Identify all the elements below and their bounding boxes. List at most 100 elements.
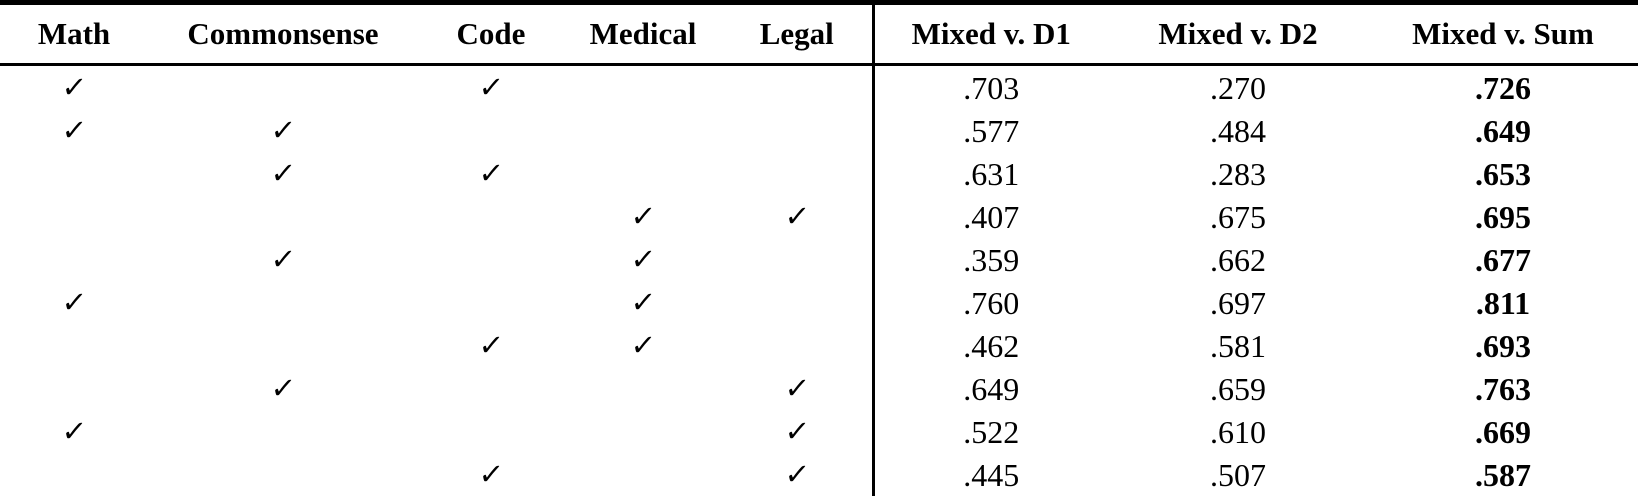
col-header-code: Code bbox=[418, 2, 564, 66]
value-cell-mixed-v-sum: .677 bbox=[1475, 241, 1531, 278]
value-cell-mixed-v-sum: .669 bbox=[1475, 413, 1531, 450]
check-cell-legal bbox=[722, 238, 875, 281]
checkmark-icon: ✓ bbox=[60, 284, 88, 319]
check-cell-medical: ✓ bbox=[564, 195, 722, 238]
check-cell-math bbox=[0, 238, 148, 281]
check-cell-medical bbox=[564, 410, 722, 453]
check-cell-commonsense bbox=[148, 453, 418, 496]
check-cell-code bbox=[418, 238, 564, 281]
table-row: ✓ ✓ .760 .697 .811 bbox=[0, 281, 1638, 324]
table-row: ✓ ✓ .359 .662 .677 bbox=[0, 238, 1638, 281]
value-cell-mixed-v-sum: .811 bbox=[1475, 284, 1531, 321]
check-cell-legal bbox=[722, 281, 875, 324]
checkmark-icon: ✓ bbox=[60, 112, 88, 147]
check-cell-legal bbox=[722, 64, 875, 109]
table-row: ✓ ✓ .445 .507 .587 bbox=[0, 453, 1638, 496]
checkmark-icon: ✓ bbox=[782, 370, 811, 405]
checkmark-icon: ✓ bbox=[629, 327, 657, 362]
check-cell-math bbox=[0, 195, 148, 238]
check-cell-math: ✓ bbox=[0, 410, 148, 453]
value-cell-mixed-v-d1: .703 bbox=[963, 69, 1020, 106]
checkmark-icon: ✓ bbox=[477, 327, 505, 362]
value-cell-mixed-v-d2: .697 bbox=[1210, 284, 1266, 321]
check-cell-code bbox=[418, 410, 564, 453]
col-header-legal: Legal bbox=[722, 2, 875, 66]
checkmark-icon: ✓ bbox=[477, 69, 505, 104]
table-row: ✓ ✓ .703 .270 .726 bbox=[0, 64, 1638, 110]
value-cell-mixed-v-d1: .462 bbox=[963, 327, 1020, 364]
check-cell-commonsense: ✓ bbox=[148, 367, 418, 410]
check-cell-code: ✓ bbox=[418, 152, 564, 195]
value-cell-mixed-v-sum: .763 bbox=[1475, 370, 1531, 407]
value-cell-mixed-v-sum: .693 bbox=[1475, 327, 1531, 364]
check-cell-medical bbox=[564, 109, 722, 152]
check-cell-code bbox=[418, 367, 564, 410]
value-cell-mixed-v-d1: .522 bbox=[963, 413, 1020, 450]
value-cell-mixed-v-sum: .695 bbox=[1475, 198, 1531, 235]
table-row: ✓ ✓ .462 .581 .693 bbox=[0, 324, 1638, 367]
value-cell-mixed-v-d2: .283 bbox=[1210, 155, 1266, 192]
checkmark-icon: ✓ bbox=[477, 155, 505, 190]
checkmark-icon: ✓ bbox=[782, 413, 811, 448]
header-row: Math Commonsense Code Medical Legal Mixed v. … bbox=[0, 2, 1638, 66]
value-cell-mixed-v-d2: .662 bbox=[1210, 241, 1266, 278]
check-cell-code: ✓ bbox=[418, 65, 564, 110]
checkmark-icon: ✓ bbox=[269, 155, 297, 190]
checkmark-icon: ✓ bbox=[629, 241, 657, 276]
col-header-mixed-v-d1: Mixed v. D1 bbox=[873, 2, 1108, 66]
value-cell-mixed-v-d1: .631 bbox=[963, 155, 1020, 192]
check-cell-math bbox=[0, 324, 148, 367]
value-cell-mixed-v-d2: .659 bbox=[1210, 370, 1266, 407]
checkmark-icon: ✓ bbox=[269, 241, 297, 276]
check-cell-legal: ✓ bbox=[722, 453, 875, 496]
value-cell-mixed-v-d1: .577 bbox=[963, 112, 1020, 149]
check-cell-commonsense bbox=[148, 324, 418, 367]
check-cell-medical: ✓ bbox=[564, 324, 722, 367]
table-row: ✓ ✓ .522 .610 .669 bbox=[0, 410, 1638, 453]
check-cell-math bbox=[0, 152, 148, 195]
check-cell-legal: ✓ bbox=[722, 367, 875, 410]
check-cell-math bbox=[0, 367, 148, 410]
check-cell-commonsense bbox=[148, 410, 418, 453]
check-cell-medical bbox=[564, 65, 722, 110]
table-row: ✓ ✓ .631 .283 .653 bbox=[0, 152, 1638, 195]
value-cell-mixed-v-d2: .675 bbox=[1210, 198, 1266, 235]
col-header-medical: Medical bbox=[564, 2, 722, 66]
checkmark-icon: ✓ bbox=[60, 413, 88, 448]
col-header-commonsense: Commonsense bbox=[148, 2, 418, 66]
check-cell-math: ✓ bbox=[0, 281, 148, 324]
table-body: ✓ ✓ .703 .270 .726 ✓ ✓ .577 .484 .649 ✓ ✓ .631 .283 .6… bbox=[0, 64, 1638, 496]
value-cell-mixed-v-d2: .507 bbox=[1210, 456, 1266, 493]
checkmark-icon: ✓ bbox=[60, 69, 88, 104]
check-cell-medical bbox=[564, 453, 722, 496]
check-cell-legal: ✓ bbox=[722, 195, 875, 238]
value-cell-mixed-v-d2: .581 bbox=[1210, 327, 1266, 364]
checkmark-icon: ✓ bbox=[782, 456, 811, 491]
check-cell-code bbox=[418, 281, 564, 324]
checkmark-icon: ✓ bbox=[269, 370, 297, 405]
col-header-math: Math bbox=[0, 2, 148, 66]
check-cell-math bbox=[0, 453, 148, 496]
checkmark-icon: ✓ bbox=[782, 198, 811, 233]
value-cell-mixed-v-d2: .270 bbox=[1210, 69, 1266, 106]
check-cell-medical bbox=[564, 367, 722, 410]
checkmark-icon: ✓ bbox=[477, 456, 505, 491]
table-row: ✓ ✓ .649 .659 .763 bbox=[0, 367, 1638, 410]
checkmark-icon: ✓ bbox=[629, 284, 657, 319]
check-cell-code: ✓ bbox=[418, 453, 564, 496]
checkmark-icon: ✓ bbox=[269, 112, 297, 147]
value-cell-mixed-v-d1: .407 bbox=[963, 198, 1020, 235]
value-cell-mixed-v-d1: .359 bbox=[963, 241, 1020, 278]
value-cell-mixed-v-sum: .726 bbox=[1475, 69, 1531, 106]
check-cell-medical: ✓ bbox=[564, 238, 722, 281]
value-cell-mixed-v-sum: .649 bbox=[1475, 112, 1531, 149]
value-cell-mixed-v-d1: .649 bbox=[963, 370, 1020, 407]
check-cell-medical bbox=[564, 152, 722, 195]
check-cell-commonsense: ✓ bbox=[148, 152, 418, 195]
value-cell-mixed-v-d2: .484 bbox=[1210, 112, 1266, 149]
check-cell-code bbox=[418, 109, 564, 152]
check-cell-commonsense bbox=[148, 195, 418, 238]
check-cell-commonsense bbox=[148, 281, 418, 324]
check-cell-commonsense bbox=[148, 65, 418, 110]
